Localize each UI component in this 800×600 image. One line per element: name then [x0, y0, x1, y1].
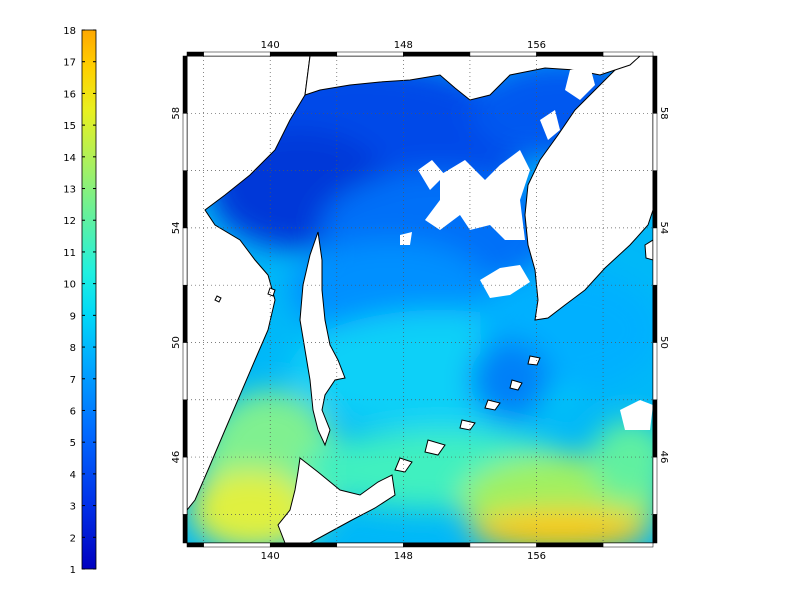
- graticule: [187, 56, 653, 543]
- border-bar-segment: [536, 51, 604, 57]
- colorbar-tick-label: 7: [70, 375, 76, 386]
- longitude-label-top: 140: [261, 40, 280, 51]
- border-bar-segment: [536, 542, 604, 548]
- colorbar-tick-label: 5: [70, 438, 76, 449]
- border-bar-segment: [652, 456, 658, 515]
- border-bar-segment: [652, 55, 658, 114]
- border-bar-segment: [203, 542, 271, 548]
- border-bar-segment: [182, 399, 188, 458]
- latitude-label-right: 46: [658, 451, 669, 464]
- border-bar-segment: [269, 542, 338, 548]
- colorbar-tick-label: 14: [63, 153, 76, 164]
- border-bar-segment: [403, 542, 471, 548]
- colorbar-tick-label: 16: [63, 89, 76, 100]
- border-bar-segment: [182, 284, 188, 343]
- land: [187, 56, 653, 543]
- colorbar-tick-label: 15: [63, 121, 76, 132]
- border-bar-segment: [652, 170, 658, 229]
- missing-data: [400, 66, 653, 430]
- colorbar-tick-label: 17: [63, 58, 76, 69]
- border-bar-segment: [652, 284, 658, 343]
- latitude-label-left: 58: [171, 107, 182, 120]
- border-bar-segment: [469, 51, 537, 57]
- sea-field: [187, 56, 653, 543]
- latitude-label-left: 46: [171, 451, 182, 464]
- latitude-label-right: 50: [658, 336, 669, 349]
- border-bar-segment: [182, 514, 188, 544]
- border-bar-segment: [182, 170, 188, 229]
- colorbar-tick-label: 3: [70, 502, 76, 513]
- border-bar-segment: [182, 55, 188, 114]
- colorbar-tick-label: 9: [70, 311, 76, 322]
- longitude-label-bottom: 140: [261, 551, 280, 562]
- colorbar-tick-label: 13: [63, 185, 76, 196]
- colorbar-tick-label: 1: [70, 565, 76, 576]
- border-bar-segment: [186, 542, 204, 548]
- axis-labels: 140 148 156 140 148 156 58 54 50 46 58 54 50 46: [171, 40, 669, 562]
- border-bar-segment: [652, 227, 658, 286]
- colorbar-tick-label: 6: [70, 406, 76, 417]
- colorbar-tick-label: 12: [63, 216, 76, 227]
- border-bar-segment: [269, 51, 338, 57]
- colorbar-tick-label: 2: [70, 533, 76, 544]
- border-bar-segment: [182, 456, 188, 515]
- border-bar-segment: [203, 51, 271, 57]
- map-frame: [186, 55, 654, 544]
- border-bar-segment: [652, 113, 658, 171]
- colorbar-tick-label: 18: [63, 26, 76, 37]
- border-bar-segment: [186, 51, 204, 57]
- map-border-bars: [182, 51, 658, 548]
- colorbar-tick-label: 10: [63, 280, 76, 291]
- border-bar-segment: [602, 542, 654, 548]
- longitude-label-bottom: 156: [527, 551, 546, 562]
- colorbar-tick-label: 11: [63, 248, 76, 259]
- longitude-label-top: 148: [394, 40, 413, 51]
- border-bar-segment: [652, 342, 658, 401]
- latitude-label-left: 50: [171, 336, 182, 349]
- colorbar-tick-label: 4: [70, 470, 76, 481]
- border-bar-segment: [652, 399, 658, 458]
- longitude-label-top: 156: [527, 40, 546, 51]
- latitude-label-left: 54: [171, 222, 182, 235]
- border-bar-segment: [336, 542, 404, 548]
- colorbar-tick-label: 8: [70, 343, 76, 354]
- border-bar-segment: [403, 51, 471, 57]
- border-bar-segment: [182, 113, 188, 171]
- latitude-label-right: 54: [658, 222, 669, 235]
- longitude-label-bottom: 148: [394, 551, 413, 562]
- border-bar-segment: [469, 542, 537, 548]
- colorbar-gradient: [81, 29, 97, 570]
- border-bar-segment: [602, 51, 654, 57]
- border-bar-segment: [182, 227, 188, 286]
- latitude-label-right: 58: [658, 107, 669, 120]
- border-bar-segment: [336, 51, 404, 57]
- border-bar-segment: [182, 342, 188, 401]
- border-bar-segment: [652, 514, 658, 544]
